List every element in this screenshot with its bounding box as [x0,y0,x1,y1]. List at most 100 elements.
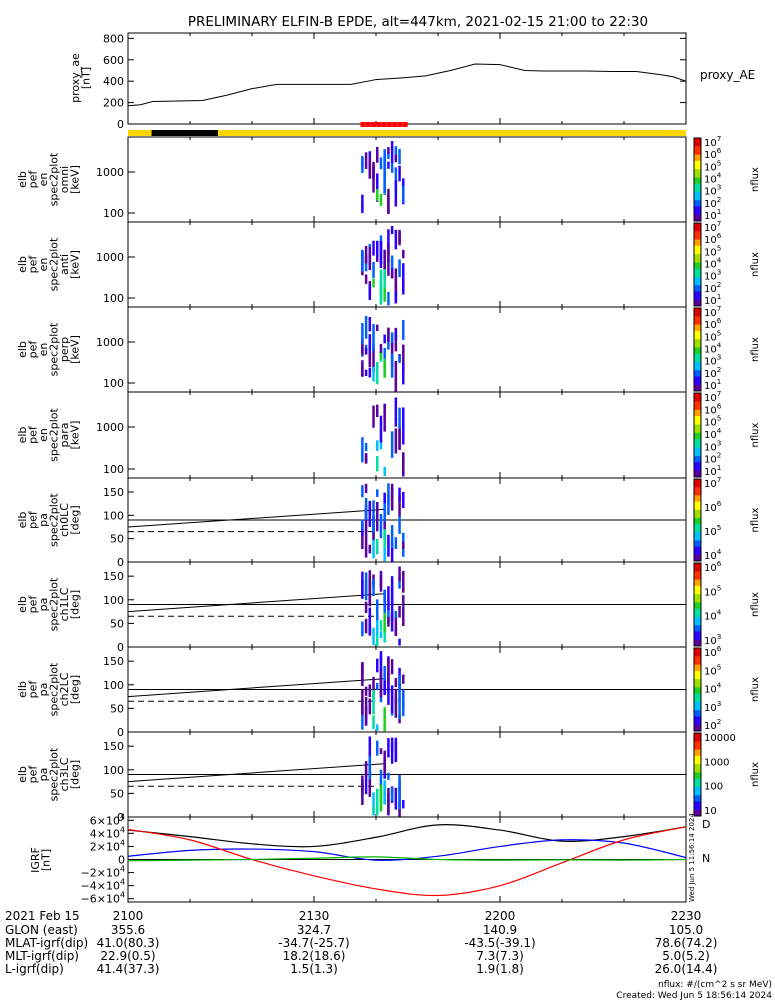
pa-colorbar-segment [694,706,701,709]
xaxis-value-l: 26.0(14.4) [655,962,718,976]
pa-y-tick-label: 150 [103,655,124,668]
spec-pixel [379,157,383,170]
spec-pixel [394,368,398,392]
ae-ylabel-line: [nT] [79,67,92,89]
pa-pixel [398,786,401,810]
pa-colorbar-segment [694,579,701,583]
spec-colorbar-tick-label: 106 [704,231,722,246]
spec-pixel [394,167,398,190]
pa-ylabel-line: ch2LC [58,672,71,706]
spec-colorbar-segment [694,237,701,241]
pa-pixel [379,620,383,631]
ae-y-tick-label: 400 [103,75,124,88]
pa-colorbar-segment [694,714,701,717]
igrf-ylabel-line: [nT] [39,849,52,871]
pa-pixel [361,629,364,637]
xaxis-value-mlat: -43.5(-39.1) [464,936,535,950]
xaxis-value-mlat: 41.0(80.3) [97,936,160,950]
spec-colorbar-segment [694,171,701,174]
spec-colorbar-segment [694,158,701,162]
pa-pixel [383,665,386,686]
spec-colorbar-segment [694,351,701,355]
pa-colorbar-segment [694,575,701,579]
pa-colorbar-tick-label: 100 [704,782,723,793]
pa-colorbar-segment [694,743,701,746]
science-zone-mark [402,122,408,127]
pa-pixel [387,787,390,814]
pa-colorbar-segment [694,774,701,778]
spec-colorbar-segment [694,353,701,357]
pa-pixel [402,541,405,549]
pa-colorbar-tick-label: 104 [704,547,722,562]
spec-colorbar-segment [694,341,701,344]
pa-colorbar-segment [694,604,701,608]
spec-colorbar-segment [694,274,701,278]
igrf-stamp: Wed Jun 5 11:56:14 2024 [688,813,696,902]
pa-pixel [398,638,401,646]
spec-colorbar-segment [694,295,701,299]
spec-pixel [394,330,398,341]
pa-pixel [361,485,364,498]
spec-colorbar-segment [694,409,701,413]
spec-colorbar-segment [694,276,701,280]
pa-colorbar-label: nflux [750,592,761,617]
spec-colorbar-segment [694,437,701,440]
spec-colorbar-tick-label: 107 [704,304,721,319]
pa-colorbar-segment [694,594,701,597]
spec-colorbar-segment [694,343,701,346]
spec-colorbar-segment [694,470,701,474]
pa-colorbar-tick-label: 10000 [704,733,736,744]
spec-colorbar-segment [694,368,701,371]
pa-pixel [379,748,383,755]
pa-colorbar-segment [694,755,701,759]
pa-colorbar-segment [694,619,701,622]
spec-ylabel-line: en [37,428,50,442]
xaxis-value-glon: 105.0 [669,923,703,937]
pa-colorbar-segment [694,803,701,807]
spec-colorbar-segment [694,432,701,436]
pa-pixel [390,576,394,604]
plot-title: PRELIMINARY ELFIN-B EPDE, alt=447km, 202… [188,14,648,30]
spec-colorbar-segment [694,214,701,218]
pa-pixel [372,500,375,510]
spec-colorbar-segment [694,328,701,332]
pa-colorbar-segment [694,745,701,749]
pa-colorbar-segment [694,797,701,800]
pa-y-tick-label: 150 [103,570,124,583]
spec-pixel [394,428,398,454]
spec-colorbar-segment [694,370,701,373]
spec-colorbar-segment [694,179,701,183]
pa-colorbar-segment [694,625,701,628]
spec-colorbar-segment [694,245,701,249]
pa-colorbar-segment [694,739,701,742]
spec-colorbar-segment [694,150,701,154]
pa-pixel [372,627,375,646]
pa-pixel [383,544,386,562]
spec-colorbar-segment [694,204,701,207]
pa-pixel [372,689,375,715]
spec-pixel [376,361,379,385]
spec-pixel [368,157,372,179]
pa-colorbar-segment [694,643,701,647]
pa-colorbar-segment [694,772,701,775]
spec-panel-para: 1000100elbpefenspec2plotpara[keV]1071061… [16,389,761,479]
pa-colorbar-segment [694,674,701,678]
pa-pixel [383,589,386,613]
spec-pixel [379,343,383,356]
pa-ylabel-line: elb [16,681,29,698]
spec-colorbar-segment [694,447,701,451]
spec-colorbar-segment [694,185,701,189]
spec-ylabel-line: spec2plot [47,322,60,376]
spec-colorbar-tick-label: 101 [704,292,721,307]
spec-pixel [383,405,386,432]
spec-colorbar-segment [694,449,701,453]
spec-pixel [394,268,398,290]
pa-colorbar-segment [694,610,701,614]
pa-pixel [368,581,372,607]
science-zone-mark [386,122,392,127]
spec-colorbar-label: nflux [750,337,761,362]
pa-colorbar-segment [694,708,701,711]
igrf-y-tick-label: 2×104 [90,838,125,853]
pa-pixel [383,680,386,695]
